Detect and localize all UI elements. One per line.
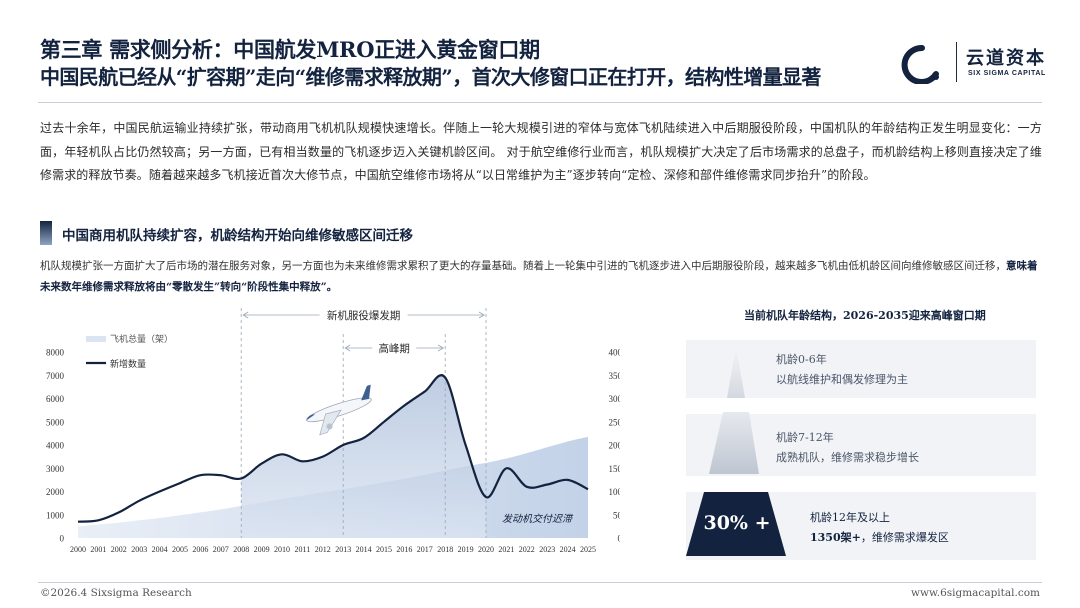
x-axis-tick: 2014 (356, 545, 372, 554)
fleet-chart: 新机服役爆发期 高峰期 0 1000 2000 3000 4000 5000 6000 7000 8… (30, 300, 620, 568)
age-structure-title: 当前机队年龄结构，2026-2035迎来高峰窗口期 (744, 309, 986, 322)
window-range-arrow-left (242, 311, 249, 319)
x-axis-tick: 2018 (437, 545, 453, 554)
age-tier-1-desc: 以航线维护和偶发修理为主 (776, 373, 908, 386)
x-axis-tick: 2013 (335, 545, 351, 554)
x-axis-tick: 2007 (213, 545, 229, 554)
peak-range-arrow-right (437, 344, 444, 352)
age-pyramid (686, 340, 786, 560)
right-axis-tick: 400 (609, 348, 621, 358)
x-axis-tick: 2022 (519, 545, 535, 554)
x-axis-tick: 2019 (458, 545, 474, 554)
section-marker (40, 221, 52, 245)
right-axis-tick: 200 (609, 441, 621, 451)
age-tier-3-count: 1350架+ (810, 531, 861, 544)
window-label: 新机服役爆发期 (327, 309, 401, 322)
footer-divider (38, 582, 1042, 583)
left-axis-tick: 4000 (46, 441, 65, 451)
header-divider (38, 102, 1042, 103)
x-axis-tick: 2001 (90, 545, 106, 554)
page-subtitle: 中国民航已经从“扩容期”走向“维修需求释放期”，首次大修窗口正在打开，结构性增量… (40, 65, 821, 89)
footer-website: www.6sigmacapital.com (911, 587, 1040, 599)
x-axis-tick: 2015 (376, 545, 392, 554)
footer-copyright: ©2026.4 Sixsigma Research (40, 587, 192, 599)
peak-range-arrow-left (344, 344, 351, 352)
section-description-text: 机队规模扩张一方面扩大了后市场的潜在服务对象，另一方面也为未来维修需求累积了更大… (40, 260, 1006, 272)
age-tier-3-text: 机龄12年及以上 1350架+，维修需求爆发区 (810, 508, 949, 548)
age-tier-3-desc-rest: ，维修需求爆发区 (860, 531, 949, 544)
age-tier-band-1 (686, 340, 1036, 398)
peak-label-bg (372, 340, 417, 356)
right-axis-tick: 150 (609, 464, 621, 474)
x-axis-tick: 2000 (70, 545, 86, 554)
logo: 云道资本 SIX SIGMA CAPITAL (896, 40, 1046, 86)
age-tier-3-desc: 1350架+，维修需求爆发区 (810, 528, 949, 548)
pyramid-tier-top (727, 346, 745, 398)
right-axis-tick: 300 (609, 394, 621, 404)
x-axis-tick: 2004 (152, 545, 168, 554)
right-axis-tick: 0 (618, 534, 621, 544)
left-axis-tick: 8000 (46, 348, 65, 358)
x-axis-tick: 2008 (233, 545, 249, 554)
legend-new-additions-label: 新增数量 (110, 358, 146, 370)
left-axis-tick: 0 (60, 534, 65, 544)
right-axis-tick: 50 (613, 510, 620, 520)
callout-delivery-delay: 发动机交付迟滞 (502, 513, 574, 525)
x-axis-tick: 2010 (274, 545, 290, 554)
pyramid-tier-bottom (686, 492, 786, 556)
x-axis-tick: 2009 (254, 545, 270, 554)
x-axis-tick: 2020 (478, 545, 494, 554)
series-new-additions-line (77, 374, 589, 523)
fleet-chart-svg: 新机服役爆发期高峰期010002000300040005000600070008… (46, 307, 621, 554)
logo-name-en: SIX SIGMA CAPITAL (968, 70, 1046, 77)
logo-divider (956, 42, 957, 82)
right-axis-tick: 350 (609, 371, 621, 381)
logo-mark-icon (901, 44, 939, 84)
x-axis-tick: 2021 (498, 545, 514, 554)
legend-fleet-total-swatch (86, 336, 106, 342)
logo-name-cn: 云道资本 (966, 48, 1046, 69)
x-axis-tick: 2024 (560, 545, 576, 554)
series-new-additions-area (241, 375, 486, 538)
x-axis-tick: 2012 (315, 545, 331, 554)
left-axis-tick: 6000 (46, 394, 65, 404)
section-title: 中国商用机队持续扩容，机龄结构开始向维修敏感区间迁移 (62, 228, 413, 244)
left-axis-tick: 7000 (46, 371, 65, 381)
legend-fleet-total-label: 飞机总量（架） (110, 333, 173, 345)
window-range-arrow-right (478, 311, 485, 319)
intro-paragraph: 过去十余年，中国民航运输业持续扩张，带动商用飞机机队规模快速增长。伴随上一轮大规… (40, 121, 1042, 182)
age-tier-1-label: 机龄0-6年 (776, 353, 827, 366)
left-axis-tick: 3000 (46, 464, 65, 474)
x-axis-tick: 2025 (580, 545, 596, 554)
left-axis-tick: 2000 (46, 487, 65, 497)
age-tier-2-label: 机龄7-12年 (776, 431, 834, 444)
age-tier-3-label: 机龄12年及以上 (810, 511, 890, 524)
x-axis-tick: 2023 (539, 545, 555, 554)
right-axis-tick: 250 (609, 417, 621, 427)
left-axis-tick: 1000 (46, 510, 65, 520)
age-pyramid-svg (686, 346, 786, 556)
section-description: 机队规模扩张一方面扩大了后市场的潜在服务对象，另一方面也为未来维修需求累积了更大… (40, 256, 1042, 298)
pyramid-tier-middle (709, 412, 759, 474)
section-description-emphasis: 意味着未来数年维修需求释放将由“零散发生”转向“阶段性集中释放”。 (40, 260, 1038, 293)
page-title: 第三章 需求侧分析：中国航发MRO正进入黄金窗口期 (40, 37, 540, 62)
age-tier-2-desc: 成熟机队，维修需求稳步增长 (776, 451, 919, 464)
left-axis-tick: 5000 (46, 417, 65, 427)
window-label-bg (319, 307, 408, 323)
x-axis-tick: 2002 (111, 545, 127, 554)
x-axis-tick: 2016 (396, 545, 412, 554)
airplane-icon (306, 384, 372, 436)
age-tier-1-text: 机龄0-6年 以航线维护和偶发修理为主 (776, 350, 908, 390)
age-tier-2-text: 机龄7-12年 成熟机队，维修需求稳步增长 (776, 428, 919, 468)
x-axis-tick: 2003 (131, 545, 147, 554)
right-axis-tick: 100 (609, 487, 621, 497)
highlight-percentage: 30% + (703, 512, 771, 534)
peak-label: 高峰期 (378, 342, 410, 355)
x-axis-tick: 2011 (295, 545, 311, 554)
x-axis-tick: 2006 (192, 545, 208, 554)
x-axis-tick: 2005 (172, 545, 188, 554)
x-axis-tick: 2017 (417, 545, 433, 554)
